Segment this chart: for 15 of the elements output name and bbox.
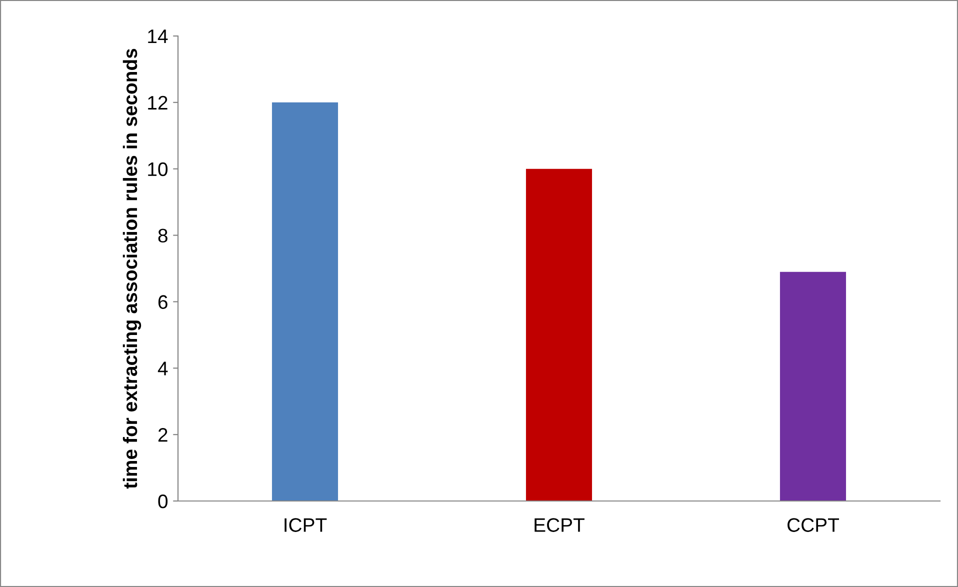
x-tick-label: ECPT	[534, 518, 584, 532]
bar	[272, 102, 338, 501]
y-tick-label: 8	[158, 228, 168, 243]
y-tick-label: 10	[148, 162, 168, 176]
x-tick-label: CCPT	[788, 518, 840, 532]
y-tick-label: 4	[158, 362, 168, 376]
bar	[526, 168, 592, 501]
bar	[780, 272, 846, 501]
y-axis-title: time for extracting association rules in seconds	[122, 48, 142, 489]
x-tick-label: ICPT	[284, 518, 327, 532]
y-tick-label: 0	[158, 494, 168, 508]
y-tick-label: 6	[158, 295, 168, 309]
y-tick-label: 12	[148, 96, 168, 110]
y-tick-label: 2	[158, 428, 168, 442]
y-tick-label: 14	[148, 30, 168, 44]
